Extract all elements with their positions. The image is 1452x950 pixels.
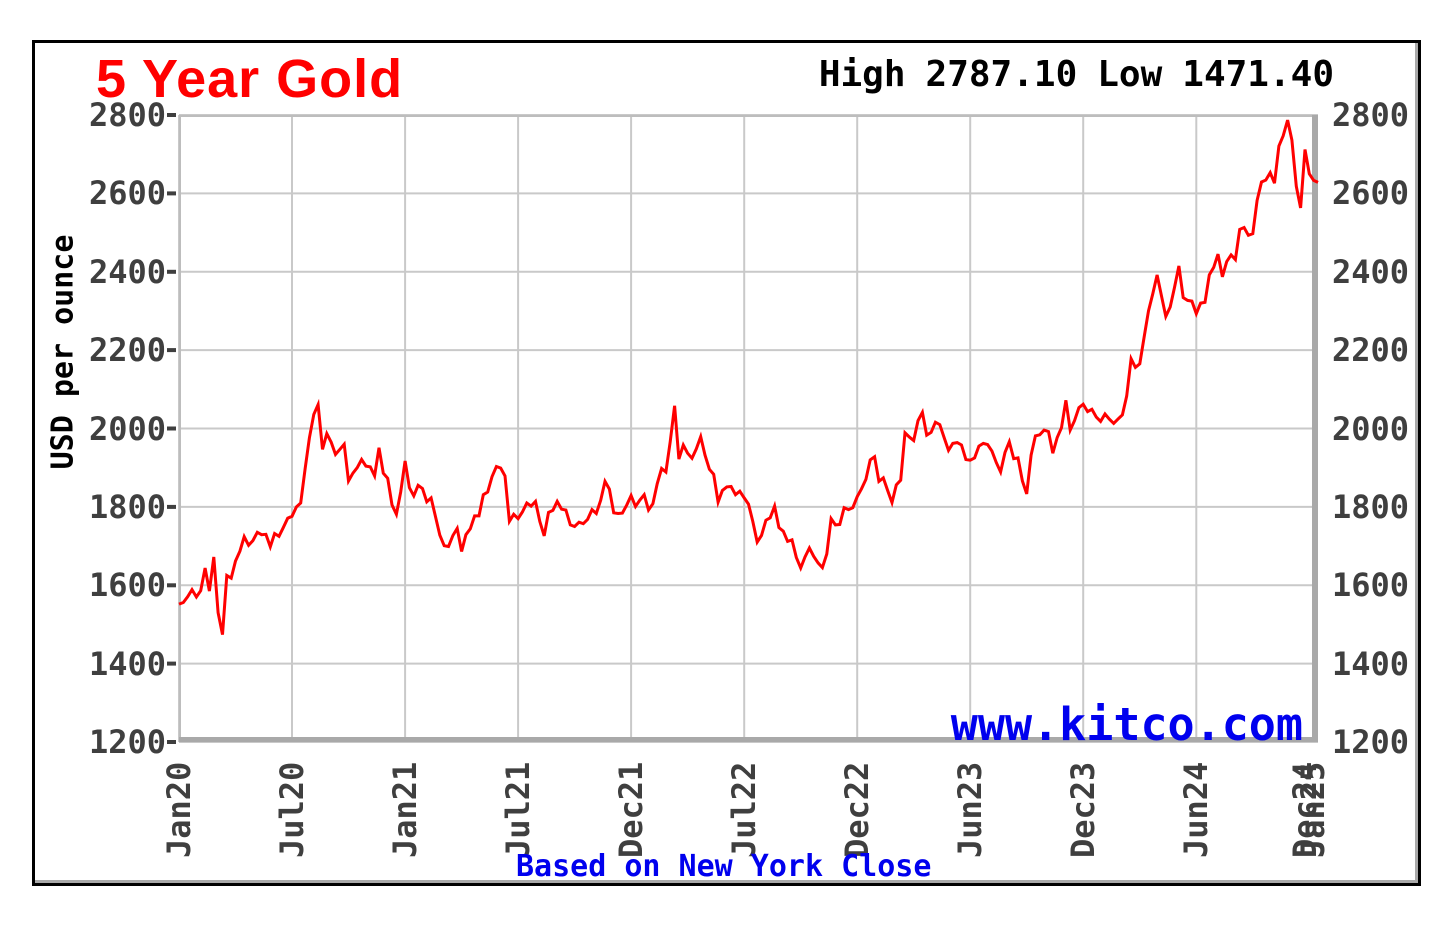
y-tick-label-right: 1200 — [1332, 723, 1410, 761]
y-tick-label-right: 2000 — [1332, 410, 1410, 448]
y-tick-label-left: 2000 — [88, 410, 166, 448]
price-line-chart — [167, 113, 1319, 744]
chart-frame — [32, 40, 1421, 886]
x-tick-label: Jun24 — [1177, 761, 1215, 858]
x-tick-label: Jan20 — [160, 761, 198, 858]
x-tick-label: Dec23 — [1064, 761, 1102, 858]
y-tick-label-right: 2400 — [1332, 253, 1410, 291]
y-tick-label-right: 1400 — [1332, 645, 1410, 683]
y-axis-tick — [167, 583, 176, 588]
low-label: Low — [1097, 54, 1163, 95]
page-title: 5 Year Gold — [96, 49, 404, 109]
x-tick-label: Jul21 — [499, 761, 537, 858]
y-axis-tick — [167, 740, 176, 744]
y-tick-label-left: 1400 — [88, 645, 166, 683]
y-axis-tick — [167, 661, 176, 666]
y-axis-labels-left: 2800 2600 2400 2200 2000 1800 1600 1400 1200 — [58, 99, 166, 758]
y-tick-label-left: 2400 — [88, 253, 166, 291]
y-tick-label-right: 2200 — [1332, 331, 1410, 369]
y-tick-label-right: 1600 — [1332, 566, 1410, 604]
kitco-watermark: www.kitco.com — [950, 698, 1303, 751]
high-label: High — [818, 54, 906, 95]
x-tick-label: Jul20 — [273, 761, 311, 858]
gold-price-line — [178, 119, 1319, 635]
y-tick-label-left: 1200 — [88, 723, 166, 761]
high-value: 2787.10 — [925, 54, 1078, 95]
x-tick-label: Jun23 — [951, 761, 989, 858]
y-tick-label-left: 1800 — [88, 488, 166, 526]
y-axis-tick — [167, 269, 176, 274]
y-tick-label-right: 2600 — [1332, 174, 1410, 212]
y-axis-tick — [167, 504, 176, 509]
x-tick-label: Jul22 — [725, 761, 763, 858]
x-tick-label: Dec21 — [612, 761, 650, 858]
y-axis-tick — [167, 113, 176, 117]
x-tick-label: Jan21 — [386, 761, 424, 858]
plot-border-right — [1312, 115, 1318, 742]
y-tick-label-left: 2800 — [88, 96, 166, 134]
y-axis-labels-right: 2800 2600 2400 2200 2000 1800 1600 1400 1200 — [1332, 99, 1442, 758]
y-tick-label-left: 2200 — [88, 331, 166, 369]
x-tick-label: Dec22 — [838, 761, 876, 858]
high-low-annotation: High 2787.10 Low 1471.40 — [819, 54, 1334, 95]
y-tick-label-right: 1800 — [1332, 488, 1410, 526]
plot-border-bottom — [179, 737, 1318, 742]
x-tick-label: Jan25 — [1294, 761, 1332, 858]
y-tick-label-right: 2800 — [1332, 96, 1410, 134]
chart-caption: Based on New York Close — [516, 849, 932, 884]
y-tick-label-left: 2600 — [88, 174, 166, 212]
y-axis-tick — [167, 426, 176, 431]
y-axis-tick — [167, 348, 176, 353]
plot-area — [167, 113, 1319, 744]
y-axis-tick — [167, 191, 176, 196]
y-tick-label-left: 1600 — [88, 566, 166, 604]
low-value: 1471.40 — [1182, 54, 1334, 95]
